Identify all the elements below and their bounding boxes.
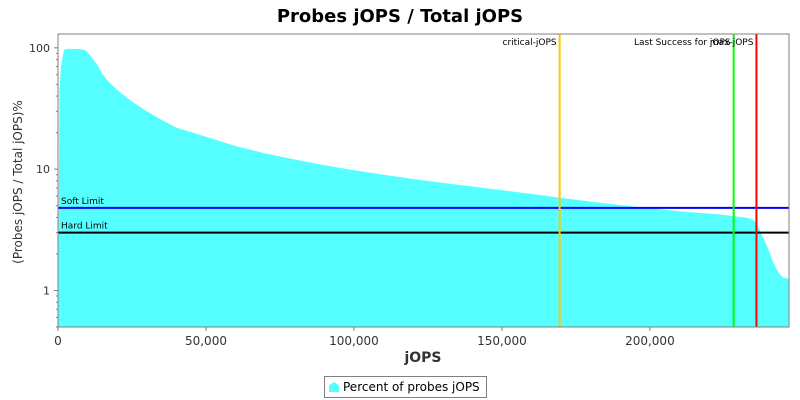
vline-label-0: critical-jOPS (503, 38, 557, 48)
y-axis-label: (Probes jOPS / Total jOPS)% (11, 100, 25, 264)
legend: Percent of probes jOPS (324, 376, 487, 398)
x-tick-label-1: 50,000 (185, 334, 227, 348)
hline-label-0: Soft Limit (61, 197, 104, 207)
area-series-0 (58, 48, 789, 327)
x-axis-label: jOPS (403, 350, 441, 366)
x-tick-label-3: 150,000 (477, 334, 527, 348)
chart-title: Probes jOPS / Total jOPS (277, 6, 523, 27)
x-tick-label-0: 0 (54, 334, 62, 348)
y-tick-label-2: 100 (29, 42, 50, 55)
hline-label-1: Hard Limit (61, 222, 108, 232)
vline-label-1: Last Success for jOPS (634, 38, 731, 48)
x-tick-label-2: 100,000 (329, 334, 379, 348)
legend-swatch-icon (329, 382, 339, 392)
vline-label-2: max-jOPS (710, 38, 754, 48)
y-tick-label-0: 1 (43, 284, 50, 297)
legend-label: Percent of probes jOPS (343, 380, 480, 394)
x-tick-label-4: 200,000 (625, 334, 675, 348)
y-tick-label-1: 10 (36, 163, 50, 176)
